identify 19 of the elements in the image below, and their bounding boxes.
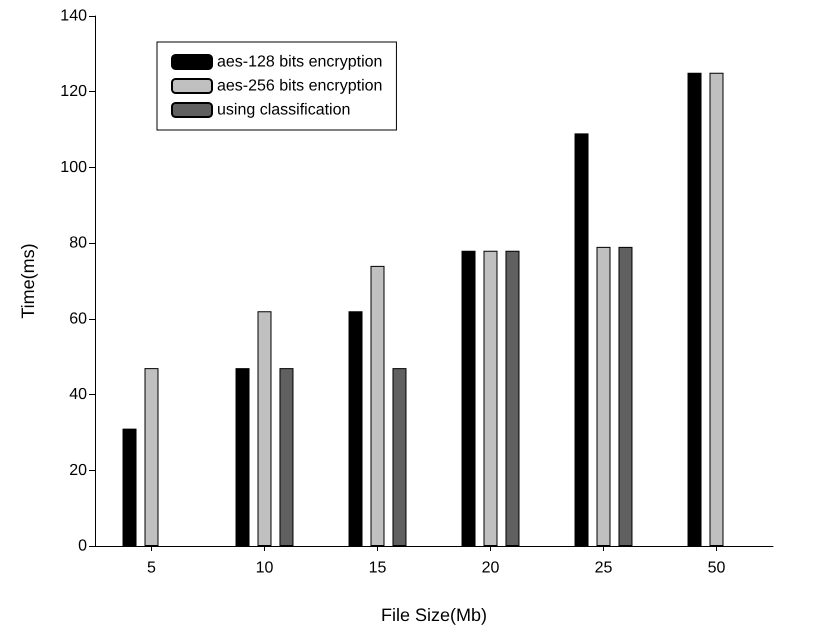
- y-tick-label: 60: [69, 310, 88, 328]
- x-tick-label: 5: [147, 560, 156, 576]
- x-tick-label: 50: [708, 560, 726, 576]
- y-axis-title: Time(ms): [18, 243, 38, 319]
- x-tick-label: 20: [482, 560, 500, 576]
- y-tick-label: 0: [78, 538, 88, 554]
- legend-label: aes-128 bits encryption: [217, 54, 382, 70]
- y-tick-label: 80: [69, 234, 88, 252]
- x-tick-label: 15: [368, 560, 386, 576]
- legend-label: using classification: [217, 102, 350, 118]
- y-tick-label: 40: [69, 386, 88, 404]
- x-tick-label: 25: [594, 560, 612, 576]
- y-tick-label: 140: [60, 8, 88, 24]
- y-tick-label: 20: [69, 462, 88, 479]
- y-tick-label: 100: [60, 158, 88, 176]
- y-tick-label: 120: [60, 83, 88, 100]
- legend-label: aes-256 bits encryption: [217, 78, 382, 94]
- x-tick-label: 10: [256, 560, 274, 576]
- x-axis-title: File Size(Mb): [380, 605, 488, 625]
